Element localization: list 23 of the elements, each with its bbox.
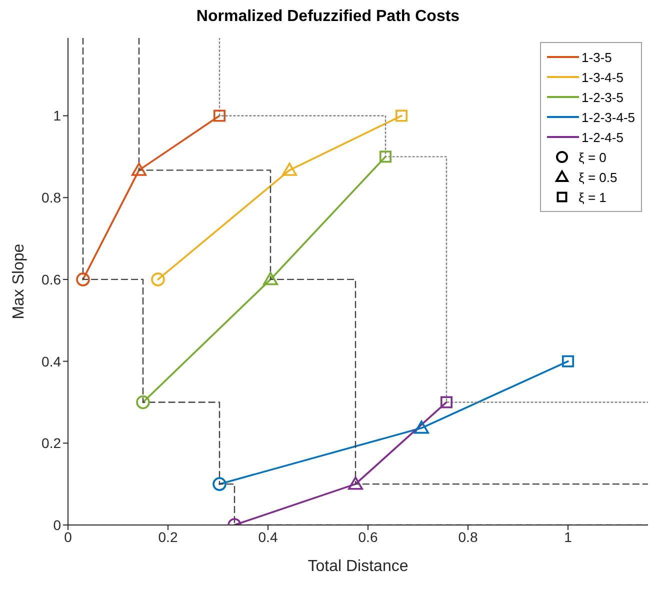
legend-label: 1-2-3-5	[582, 90, 624, 104]
annotation: ξ = 1	[578, 190, 606, 204]
legend-label: 1-3-4-5	[582, 70, 624, 84]
y-tick-label: 0.8	[42, 190, 62, 206]
chart-title: Normalized Defuzzified Path Costs	[195, 8, 461, 27]
y-axis-title: Max Slope	[10, 244, 28, 320]
y-tick-label: 0.2	[42, 435, 62, 452]
y-tick-label: 0.6	[42, 271, 62, 288]
x-tick-label: 1	[564, 528, 572, 545]
x-tick-label: 0.4	[258, 528, 278, 545]
y-tick-label: 0.4	[42, 353, 62, 370]
y-tick-label: 1	[53, 108, 62, 124]
x-tick-label: 0.8	[458, 528, 478, 545]
legend-label: 1-3-5	[582, 50, 612, 64]
y-tick-label: 0	[53, 516, 62, 533]
x-tick-label: 0.6	[358, 528, 378, 545]
x-tick-label: 0.2	[158, 528, 178, 545]
annotation: ξ = 0	[578, 150, 606, 164]
x-axis-title: Total Distance	[308, 558, 408, 575]
legend-label: 1-2-4-5	[582, 130, 624, 144]
annotation: ξ = 0.5	[578, 170, 618, 184]
x-tick-label: 0	[64, 528, 72, 545]
legend-label: 1-2-3-4-5	[582, 110, 635, 124]
